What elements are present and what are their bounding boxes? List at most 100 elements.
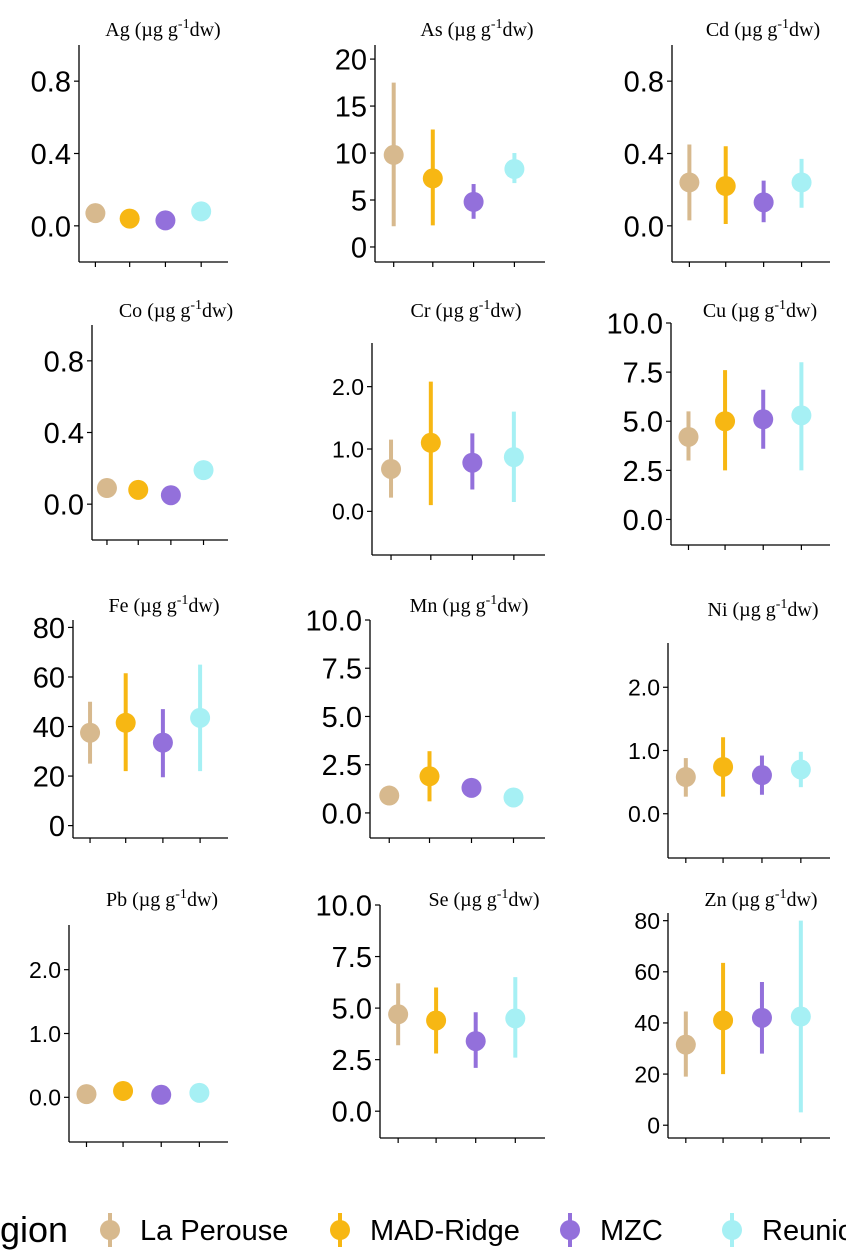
unit-end-label: dw) (786, 889, 817, 911)
element-label: Co (119, 300, 147, 322)
legend-key-point (560, 1220, 580, 1240)
y-tick-label: 0 (647, 1112, 660, 1138)
panel-title: Cu (µg g-1dw) (703, 298, 817, 322)
point-mad-ridge (119, 208, 140, 229)
point-mad-ridge (128, 479, 149, 500)
panel-title: Zn (µg g-1dw) (704, 887, 817, 911)
y-tick-label: 0.0 (44, 490, 84, 522)
point-mad-ridge (419, 766, 440, 787)
y-tick-label: 0.4 (624, 139, 664, 171)
panel-title: Se (µg g-1dw) (429, 887, 540, 911)
panel-title: Mn (µg g-1dw) (410, 593, 529, 617)
unit-superscript: -1 (491, 17, 503, 32)
point-mad-ridge (715, 411, 736, 432)
y-tick-label: 0.0 (322, 798, 362, 830)
panel-title: Co (µg g-1dw) (119, 298, 233, 322)
unit-label: (µg g (448, 19, 491, 41)
y-tick-label: 0.4 (31, 139, 71, 171)
y-tick-label: 2.5 (332, 1045, 372, 1077)
point-mad-ridge (715, 176, 736, 197)
element-label: Se (429, 889, 454, 911)
unit-end-label: dw) (497, 595, 528, 617)
point-reunio (791, 405, 812, 426)
unit-label: (µg g (135, 19, 178, 41)
unit-label: (µg g (732, 889, 775, 911)
legend-label: MZC (600, 1215, 663, 1247)
element-label: As (420, 19, 447, 41)
legend-item-la-perouse: La Perouse (100, 1213, 288, 1247)
point-mzc (753, 192, 774, 213)
panel-co: Co (µg g-1dw) 0.0 0.4 0.8 (44, 298, 233, 545)
y-tick-label: 0.0 (29, 1085, 61, 1111)
unit-end-label: dw) (789, 19, 820, 41)
legend-item-mad-ridge: MAD-Ridge (330, 1213, 520, 1247)
unit-end-label: dw) (508, 889, 539, 911)
point-reunio (189, 1082, 210, 1103)
legend-label: MAD-Ridge (370, 1215, 520, 1247)
panel-title: Ag (µg g-1dw) (105, 17, 220, 41)
point-la-perouse (85, 203, 106, 224)
point-mad-ridge (115, 712, 136, 733)
legend-label: Reunio (762, 1215, 846, 1247)
point-la-perouse (675, 1034, 696, 1055)
panel-fe: Fe (µg g-1dw) 0 20 40 60 80 (33, 593, 228, 843)
y-tick-label: 0.8 (624, 67, 664, 99)
unit-end-label: dw) (188, 595, 219, 617)
panel-title: As (µg g-1dw) (420, 17, 533, 41)
y-tick-label: 20 (335, 45, 367, 77)
unit-label: (µg g (436, 300, 479, 322)
unit-label: (µg g (454, 889, 497, 911)
y-tick-label: 0.0 (332, 499, 364, 525)
point-reunio (790, 759, 811, 780)
panel-title: Cd (µg g-1dw) (706, 17, 820, 41)
y-tick-label: 40 (634, 1010, 660, 1036)
unit-superscript: -1 (175, 887, 187, 902)
element-label: Ni (708, 599, 733, 621)
unit-superscript: -1 (497, 887, 509, 902)
y-tick-label: 7.5 (332, 942, 372, 974)
point-mzc (151, 1084, 172, 1105)
y-tick-label: 2.0 (29, 957, 61, 983)
point-la-perouse (379, 785, 400, 806)
unit-label: (µg g (733, 599, 776, 621)
unit-superscript: -1 (775, 887, 787, 902)
unit-end-label: dw) (502, 19, 533, 41)
point-mad-ridge (426, 1010, 447, 1031)
y-tick-label: 2.5 (623, 456, 663, 488)
element-label: Ag (105, 19, 134, 41)
panel-zn: Zn (µg g-1dw) 0 20 40 60 80 (634, 887, 830, 1143)
unit-superscript: -1 (479, 298, 491, 313)
y-tick-label: 20 (33, 762, 65, 794)
unit-label: (µg g (731, 300, 774, 322)
point-mzc (152, 732, 173, 753)
panel-ag: Ag (µg g-1dw) 0.0 0.4 0.8 (31, 17, 228, 267)
legend-item-reunio: Reunio (722, 1213, 846, 1247)
point-mzc (462, 452, 483, 473)
point-la-perouse (76, 1084, 97, 1105)
panel-title: Pb (µg g-1dw) (106, 887, 218, 911)
point-reunio (791, 172, 812, 193)
legend: gion La Perouse MAD-Ridge MZC Reunio (0, 1209, 846, 1250)
point-reunio (505, 1008, 526, 1029)
panel-mn: Mn (µg g-1dw) 0.0 2.5 5.0 7.5 10.0 (306, 593, 545, 843)
element-label: Pb (106, 889, 132, 911)
unit-label: (µg g (134, 595, 177, 617)
panel-cd: Cd (µg g-1dw) 0.0 0.4 0.8 (624, 17, 830, 267)
panel-ni: Ni (µg g-1dw) 0.0 1.0 2.0 (628, 597, 830, 863)
y-tick-label: 5.0 (332, 994, 372, 1026)
point-reunio (503, 787, 524, 808)
point-reunio (504, 159, 525, 179)
point-mad-ridge (113, 1080, 134, 1101)
point-mzc (160, 485, 181, 506)
unit-superscript: -1 (777, 17, 789, 32)
point-la-perouse (679, 172, 700, 193)
y-tick-label: 2.0 (332, 374, 364, 400)
point-mzc (753, 409, 774, 430)
y-tick-label: 0.8 (31, 67, 71, 99)
y-tick-label: 10.0 (306, 605, 362, 637)
unit-label: (µg g (132, 889, 175, 911)
point-la-perouse (80, 722, 101, 743)
unit-end-label: dw) (786, 300, 817, 322)
unit-superscript: -1 (190, 298, 202, 313)
